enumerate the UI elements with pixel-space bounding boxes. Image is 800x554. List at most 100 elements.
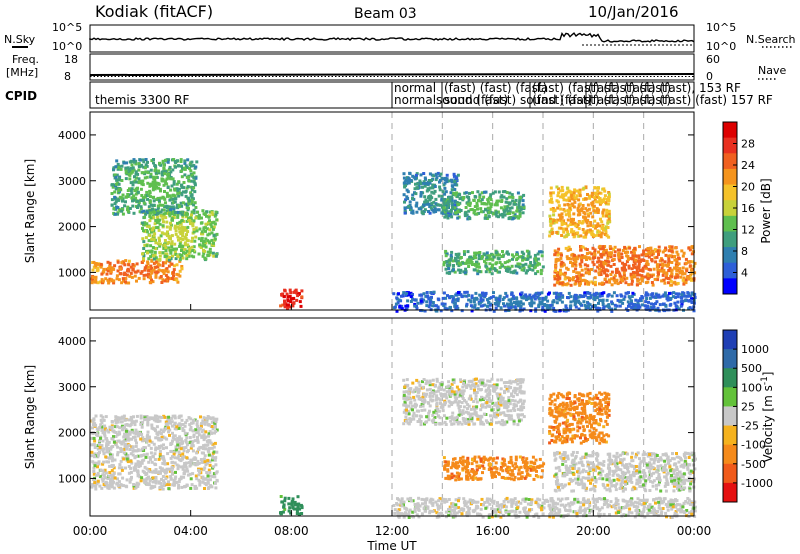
velocity-cell <box>122 457 126 461</box>
velocity-cell <box>107 460 110 464</box>
power-cell <box>165 234 169 238</box>
power-cell <box>202 251 206 255</box>
power-cell <box>579 264 583 268</box>
velocity-cell <box>139 414 143 418</box>
power-cell <box>489 296 493 300</box>
power-cell <box>569 300 573 304</box>
power-cell <box>606 198 609 201</box>
power-cell <box>661 250 665 254</box>
power-cell <box>609 253 613 257</box>
power-cell <box>183 226 186 230</box>
power-cell <box>593 191 597 195</box>
power-cell <box>145 264 149 268</box>
power-cell <box>541 265 545 269</box>
velocity-cell <box>187 416 191 420</box>
velocity-cell <box>456 422 460 426</box>
power-cell <box>500 255 504 258</box>
velocity-cell <box>185 443 189 447</box>
power-cell <box>631 271 635 274</box>
power-cell <box>690 301 694 304</box>
power-cell <box>485 256 489 260</box>
power-cell <box>571 261 575 265</box>
power-cell <box>690 271 694 275</box>
power-cell <box>154 219 158 222</box>
power-cell <box>505 191 509 194</box>
power-cell <box>607 195 611 199</box>
cpid-panel: CPID themis 3300 RF normal normalsound (… <box>5 81 773 109</box>
power-cell <box>504 200 508 204</box>
power-cell <box>581 245 585 249</box>
power-cell <box>468 216 471 220</box>
velocity-cell <box>188 472 192 476</box>
power-cell <box>205 210 209 214</box>
power-cell <box>463 271 467 275</box>
power-cell <box>473 195 477 198</box>
power-cell <box>157 268 161 272</box>
power-cell <box>586 203 590 207</box>
power-cell <box>563 222 567 225</box>
power-cell <box>173 277 177 281</box>
velocity-cell <box>157 471 161 475</box>
velocity-cell <box>145 417 149 421</box>
power-cell <box>168 248 172 252</box>
power-cell <box>415 172 419 176</box>
velocity-cell <box>118 463 122 467</box>
power-cell <box>568 206 572 210</box>
velocity-cell <box>141 469 145 473</box>
velocity-cell <box>175 439 179 443</box>
power-cell <box>170 205 174 209</box>
power-cell <box>156 206 160 210</box>
velocity-cell <box>93 464 97 468</box>
power-cell <box>644 248 648 252</box>
power-cell <box>602 291 606 295</box>
velocity-cell <box>202 477 206 481</box>
power-cell <box>517 216 521 220</box>
power-cell <box>518 211 522 215</box>
velocity-cell <box>133 423 137 427</box>
velocity-cell <box>422 378 426 381</box>
power-cell <box>503 304 506 308</box>
power-cell <box>502 210 506 214</box>
power-cell <box>598 298 602 302</box>
power-cell <box>163 205 167 209</box>
power-cell <box>179 232 183 236</box>
power-cell <box>557 191 561 195</box>
velocity-cell <box>206 458 210 462</box>
power-cell <box>142 273 146 277</box>
velocity-cell <box>116 420 120 424</box>
power-cell <box>633 262 637 266</box>
power-cell <box>405 182 409 186</box>
velocity-cell <box>117 480 121 484</box>
power-cell <box>496 304 500 308</box>
power-cell <box>555 293 559 297</box>
power-cell <box>530 304 534 308</box>
power-cell <box>154 226 158 230</box>
power-cell <box>188 247 192 250</box>
power-cell <box>654 296 658 299</box>
power-cell <box>176 213 180 217</box>
power-cell <box>463 191 467 195</box>
power-cell <box>539 272 543 276</box>
power-cell <box>588 228 592 232</box>
power-cell <box>448 295 451 299</box>
power-cell <box>432 290 436 294</box>
velocity-cell <box>113 476 117 480</box>
power-cell <box>522 252 526 256</box>
power-cell <box>459 262 463 266</box>
power-cell <box>526 254 530 258</box>
power-cell <box>426 295 430 299</box>
power-cell <box>140 182 144 186</box>
power-cell <box>465 195 469 199</box>
power-cell <box>152 203 156 207</box>
power-cell <box>575 257 579 261</box>
velocity-cell <box>185 461 188 465</box>
power-cell <box>212 233 216 237</box>
power-cell <box>194 216 198 220</box>
velocity-cell <box>202 457 206 461</box>
power-cell <box>174 165 177 169</box>
power-cell <box>678 271 682 275</box>
power-cell <box>422 210 426 213</box>
velocity-cell <box>199 426 202 430</box>
power-cell <box>289 300 293 304</box>
power-cell <box>578 283 582 287</box>
